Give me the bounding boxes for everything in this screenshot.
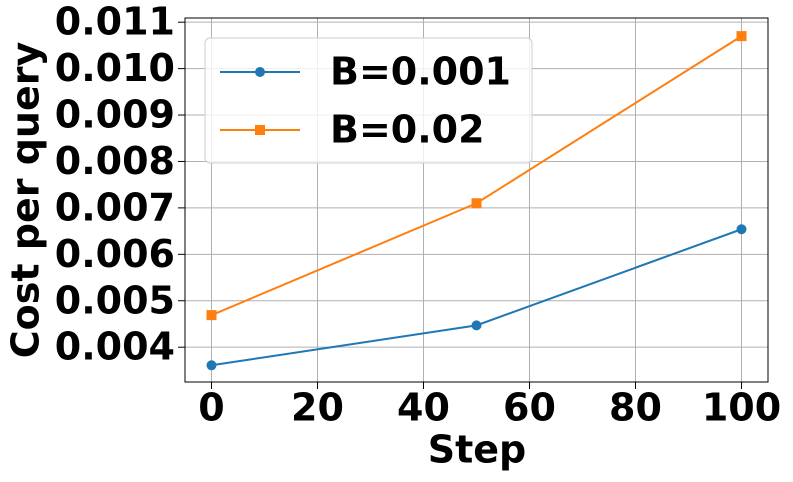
x-tick-label: 60 [503, 386, 556, 430]
y-tick-label: 0.006 [55, 232, 175, 276]
x-tick-label: 0 [198, 386, 224, 430]
y-tick-label: 0.007 [55, 185, 175, 229]
y-tick-label: 0.004 [55, 325, 175, 369]
x-tick-label: 40 [397, 386, 450, 430]
y-tick-label: 0.011 [55, 0, 175, 44]
x-tick-label: 80 [609, 386, 662, 430]
legend-marker [255, 125, 265, 135]
y-tick-label: 0.010 [55, 46, 175, 90]
y-tick-label: 0.005 [55, 278, 175, 322]
marker [736, 224, 747, 235]
marker [206, 360, 217, 371]
y-tick-label: 0.008 [55, 139, 175, 183]
marker [471, 198, 482, 209]
legend-box [204, 37, 533, 164]
marker [206, 310, 217, 321]
legend-marker [255, 67, 265, 77]
legend-label: B=0.02 [330, 108, 485, 152]
series-line [211, 228, 742, 367]
x-tick-label: 100 [702, 386, 781, 430]
marker [471, 320, 482, 331]
x-tick-label: 20 [291, 386, 344, 430]
x-axis-label: Step [428, 428, 527, 472]
marker [736, 31, 747, 42]
legend-label: B=0.001 [330, 50, 511, 94]
plot-frame [184, 17, 769, 383]
y-axis-label: Cost per query [4, 42, 48, 359]
y-tick-label: 0.009 [55, 93, 175, 137]
